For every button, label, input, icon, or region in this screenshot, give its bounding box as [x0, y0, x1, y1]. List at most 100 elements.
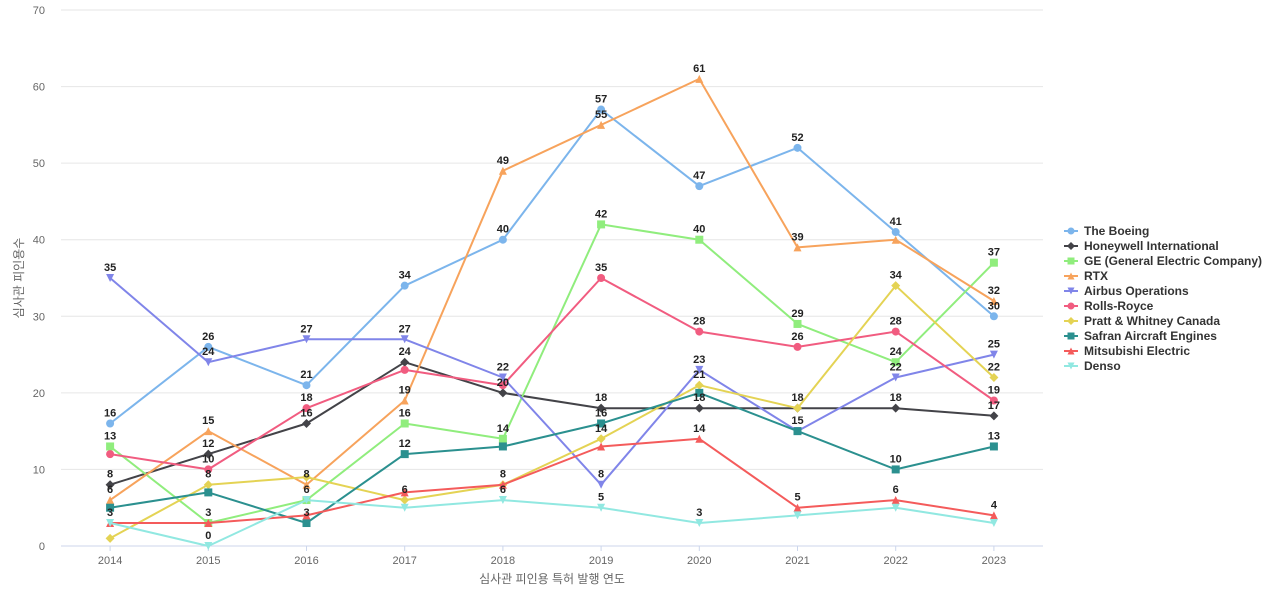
x-tick-label: 2021 — [785, 555, 809, 567]
data-label: 29 — [791, 308, 803, 320]
series-the-boeing — [106, 105, 998, 428]
data-point — [204, 488, 213, 497]
data-label: 16 — [595, 407, 607, 419]
series-line — [109, 499, 995, 547]
data-point — [597, 220, 606, 229]
data-label: 14 — [693, 423, 706, 435]
legend-item-pratt-whitney-canada[interactable]: Pratt & Whitney Canada — [1064, 314, 1220, 328]
data-point — [597, 503, 606, 512]
data-point — [793, 403, 802, 413]
grid-layer — [61, 9, 1043, 547]
data-label: 34 — [890, 270, 903, 282]
data-point — [695, 235, 704, 244]
legend-item-mitsubishi-electric[interactable]: Mitsubishi Electric — [1064, 344, 1190, 358]
data-point — [695, 327, 704, 336]
x-tick-label: 2019 — [589, 555, 613, 567]
data-labels: 1681363532624121081530212718168633427241… — [104, 63, 1000, 542]
data-label: 15 — [202, 415, 214, 427]
legend-marker — [1067, 257, 1075, 265]
data-point — [694, 403, 704, 413]
x-tick-label: 2017 — [392, 555, 416, 567]
data-label: 22 — [497, 362, 509, 374]
data-point — [596, 403, 606, 413]
legend-label: The Boeing — [1084, 224, 1149, 238]
data-label: 28 — [693, 316, 705, 328]
data-label: 10 — [890, 453, 902, 465]
series-airbus-operations — [106, 274, 998, 489]
data-label: 20 — [497, 377, 509, 389]
data-point — [891, 327, 900, 336]
legend-item-denso[interactable]: Denso — [1064, 359, 1121, 373]
data-label: 13 — [988, 430, 1000, 442]
data-point — [695, 74, 704, 83]
legend-item-honeywell-international[interactable]: Honeywell International — [1064, 239, 1219, 253]
legend-marker — [1067, 272, 1075, 280]
data-point — [400, 450, 409, 459]
legend-marker — [1067, 332, 1075, 340]
data-label: 21 — [693, 369, 705, 381]
data-point — [793, 511, 802, 520]
data-label: 3 — [696, 507, 702, 519]
y-tick-label: 60 — [33, 82, 45, 94]
data-point — [695, 519, 704, 528]
legend-item-airbus-operations[interactable]: Airbus Operations — [1064, 284, 1189, 298]
legend-item-ge-general-electric-company[interactable]: GE (General Electric Company) — [1064, 254, 1262, 268]
data-label: 27 — [300, 323, 312, 335]
data-label: 47 — [693, 170, 705, 182]
data-label: 5 — [598, 492, 604, 504]
legend-item-rolls-royce[interactable]: Rolls-Royce — [1064, 299, 1154, 313]
data-point — [498, 496, 507, 505]
data-point — [106, 519, 115, 528]
series-safran-aircraft-engines — [106, 388, 998, 528]
data-point — [400, 281, 409, 290]
data-label: 22 — [890, 362, 902, 374]
legend-marker — [1067, 317, 1075, 325]
data-label: 40 — [693, 224, 705, 236]
series-pratt-whitney-canada — [105, 281, 999, 543]
y-tick-label: 50 — [33, 158, 45, 170]
legend-label: Rolls-Royce — [1084, 299, 1154, 313]
data-label: 49 — [497, 155, 509, 167]
data-label: 37 — [988, 247, 1000, 259]
data-point — [498, 442, 507, 451]
data-label: 24 — [399, 346, 412, 358]
data-label: 18 — [791, 392, 803, 404]
data-label: 18 — [693, 392, 705, 404]
data-point — [891, 228, 900, 237]
data-label: 3 — [107, 507, 113, 519]
data-point — [302, 511, 311, 520]
data-point — [302, 335, 311, 344]
x-tick-label: 2016 — [294, 555, 318, 567]
data-point — [891, 358, 900, 367]
legend-item-rtx[interactable]: RTX — [1064, 269, 1108, 283]
data-point — [989, 312, 998, 321]
x-tick-label: 2020 — [687, 555, 711, 567]
legend-item-the-boeing[interactable]: The Boeing — [1064, 224, 1149, 238]
data-point — [694, 380, 704, 390]
data-label: 18 — [595, 392, 607, 404]
legend-item-safran-aircraft-engines[interactable]: Safran Aircraft Engines — [1064, 329, 1217, 343]
data-point — [989, 350, 998, 359]
data-point — [400, 488, 409, 497]
y-tick-label: 30 — [33, 311, 45, 323]
data-label: 61 — [693, 63, 705, 75]
data-label: 40 — [497, 224, 509, 236]
series-ge-general-electric-company — [106, 220, 998, 528]
legend-label: GE (General Electric Company) — [1084, 254, 1262, 268]
series-denso — [106, 496, 998, 550]
data-label: 3 — [303, 507, 309, 519]
data-point — [989, 519, 998, 528]
y-tick-label: 20 — [33, 388, 45, 400]
x-axis: 2014 2015 2016 2017 2018 2019 2020 2021 2022 2023 — [98, 546, 1006, 567]
data-point — [302, 496, 311, 505]
data-point — [989, 396, 998, 405]
data-point — [597, 274, 606, 282]
data-point — [597, 480, 606, 489]
data-label: 15 — [791, 415, 803, 427]
data-label: 10 — [202, 453, 214, 465]
data-point — [204, 427, 213, 436]
data-label: 16 — [300, 407, 312, 419]
data-point — [989, 373, 999, 383]
